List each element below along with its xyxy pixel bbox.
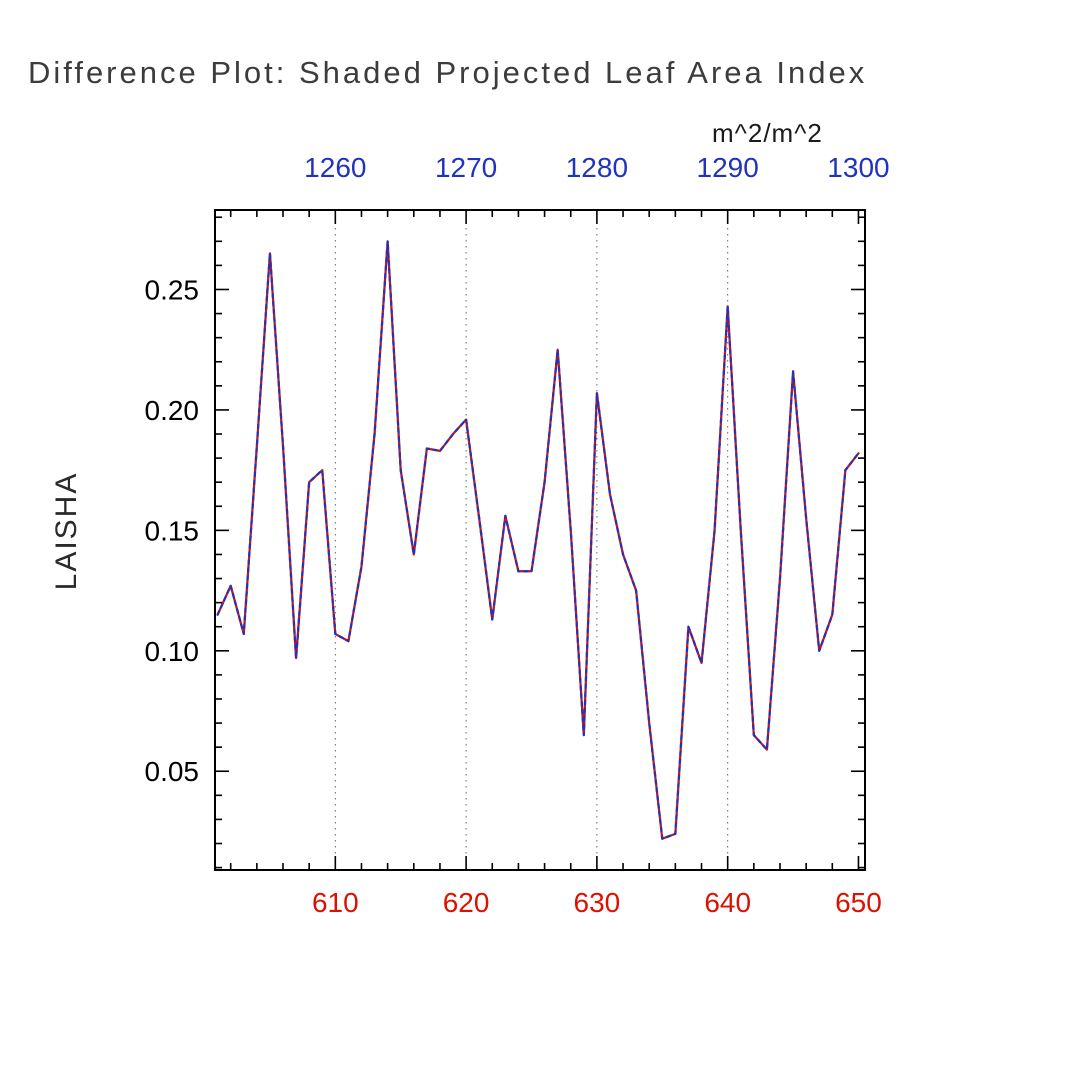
x-tick-label-bottom: 630 <box>574 887 621 918</box>
y-tick-label: 0.05 <box>145 756 200 787</box>
x-tick-label-top: 1260 <box>304 152 366 183</box>
y-tick-label: 0.20 <box>145 395 200 426</box>
y-tick-label: 0.15 <box>145 515 200 546</box>
y-tick-label: 0.25 <box>145 274 200 305</box>
plot-frame <box>214 209 866 871</box>
y-tick-label: 0.10 <box>145 636 200 667</box>
x-tick-label-bottom: 610 <box>312 887 359 918</box>
x-tick-label-top: 1270 <box>435 152 497 183</box>
x-tick-label-bottom: 620 <box>443 887 490 918</box>
x-tick-label-top: 1290 <box>697 152 759 183</box>
chart-title: Difference Plot: Shaded Projected Leaf A… <box>28 55 868 90</box>
x-tick-label-bottom: 640 <box>704 887 751 918</box>
series-blue <box>216 240 860 840</box>
x-tick-label-top: 1300 <box>827 152 889 183</box>
x-tick-label-top: 1280 <box>566 152 628 183</box>
x-tick-label-bottom: 650 <box>835 887 882 918</box>
top-axis-unit-label: m^2/m^2 <box>712 118 823 148</box>
series-red <box>216 240 860 840</box>
